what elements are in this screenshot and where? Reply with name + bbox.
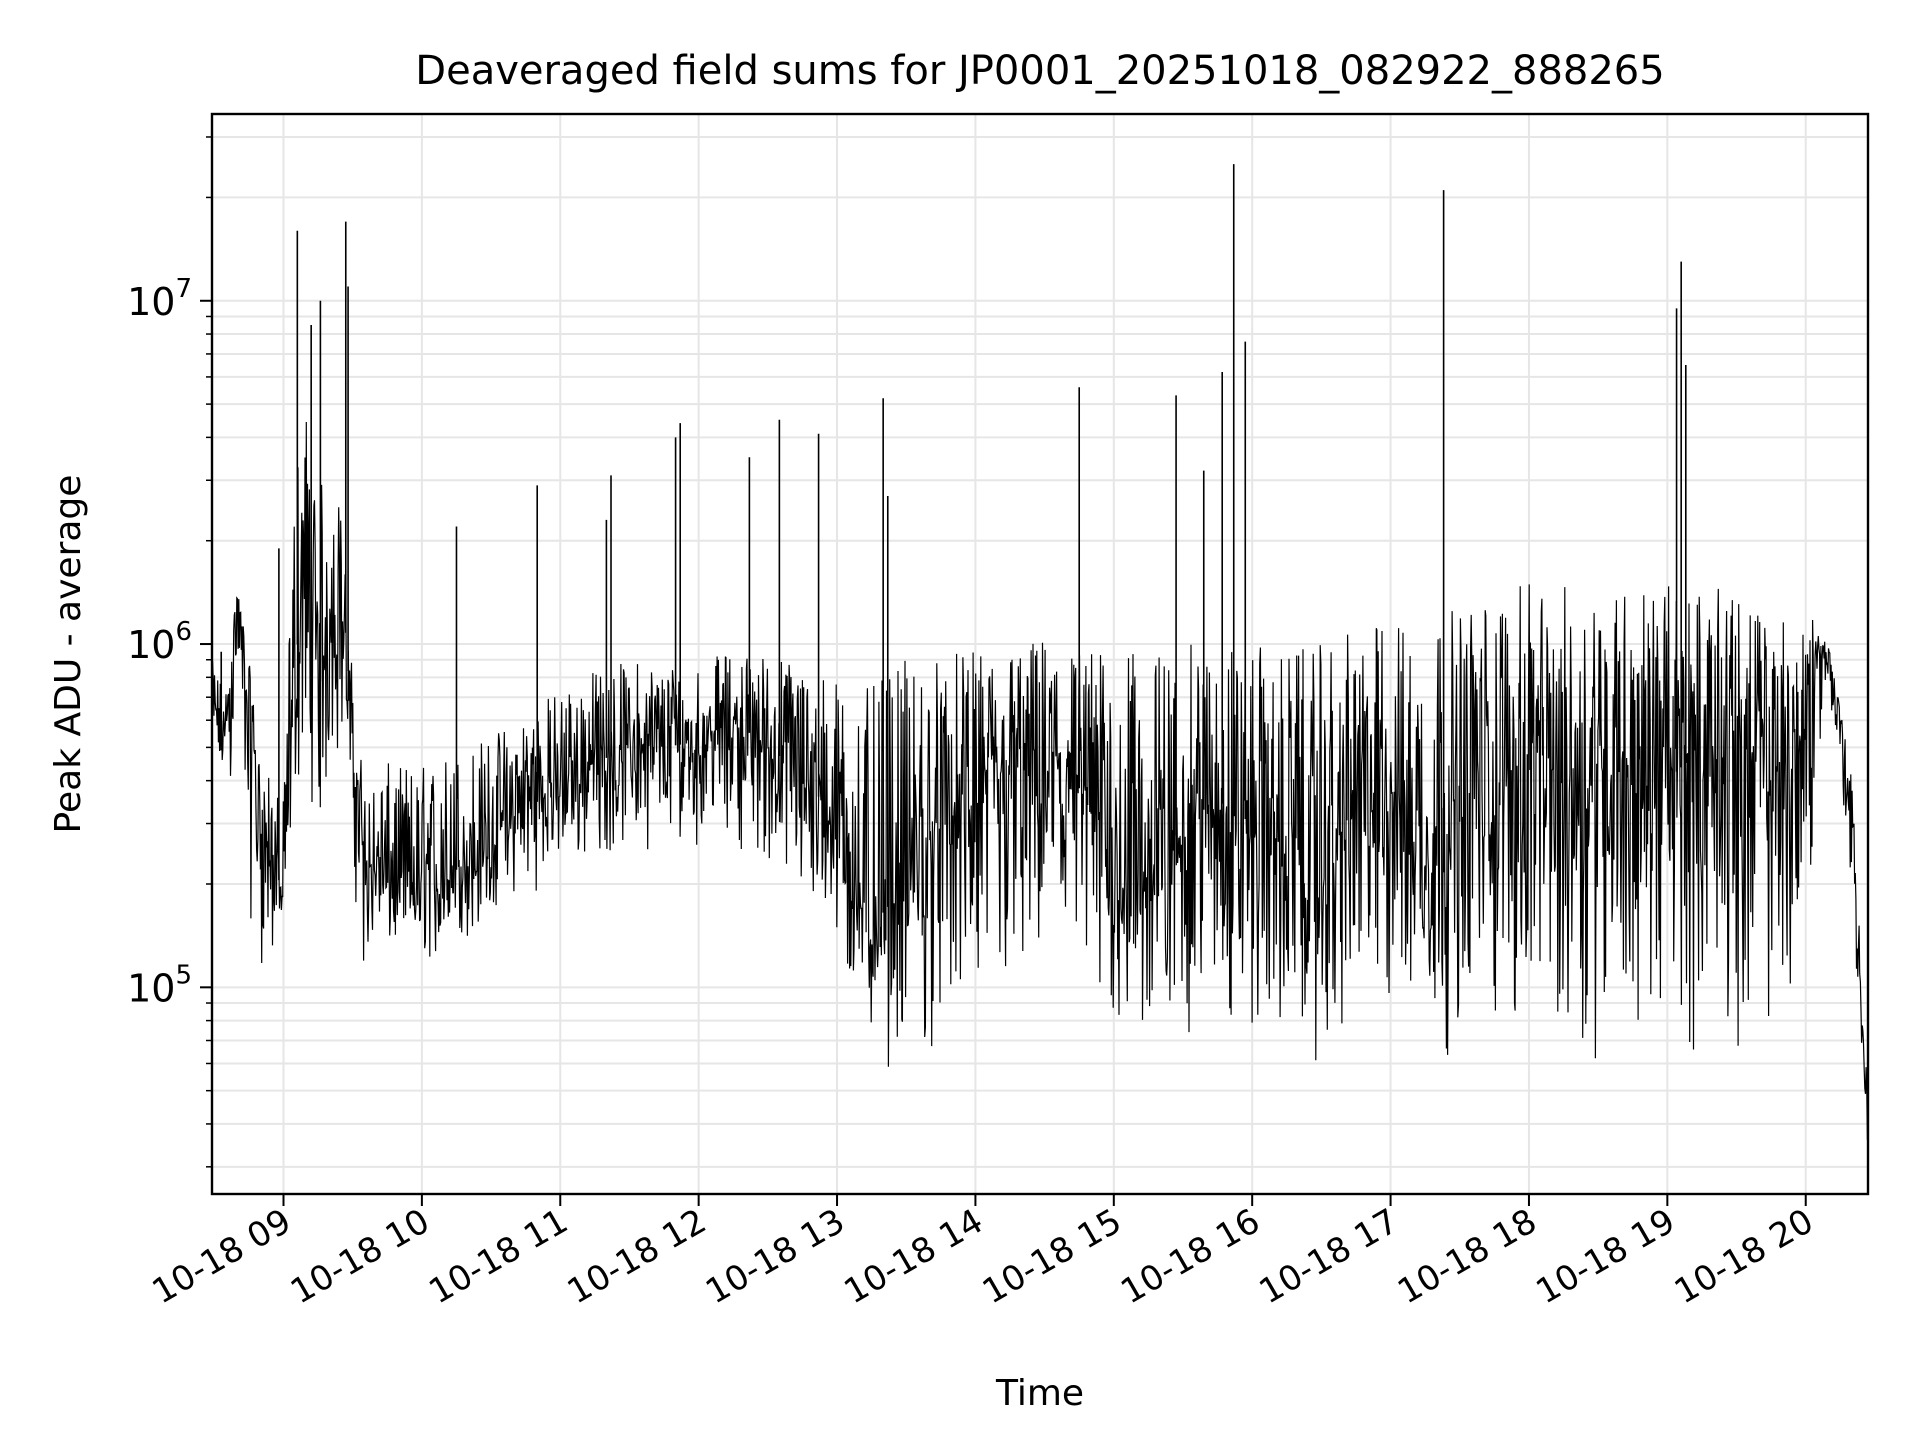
plot-frame [210,112,1870,1196]
y-axis-label: Peak ADU - average [48,475,89,834]
y-tick-label: 106 [127,617,192,667]
y-tick-label: 105 [127,960,192,1010]
y-tick-label: 107 [127,274,192,324]
x-axis-label: Time [995,1373,1084,1414]
data-series [211,164,1869,1140]
chart-title: Deaveraged field sums for JP0001_2025101… [415,48,1664,94]
y-axis: 105 106 107 [127,136,212,1168]
series-trace [211,421,1869,1140]
